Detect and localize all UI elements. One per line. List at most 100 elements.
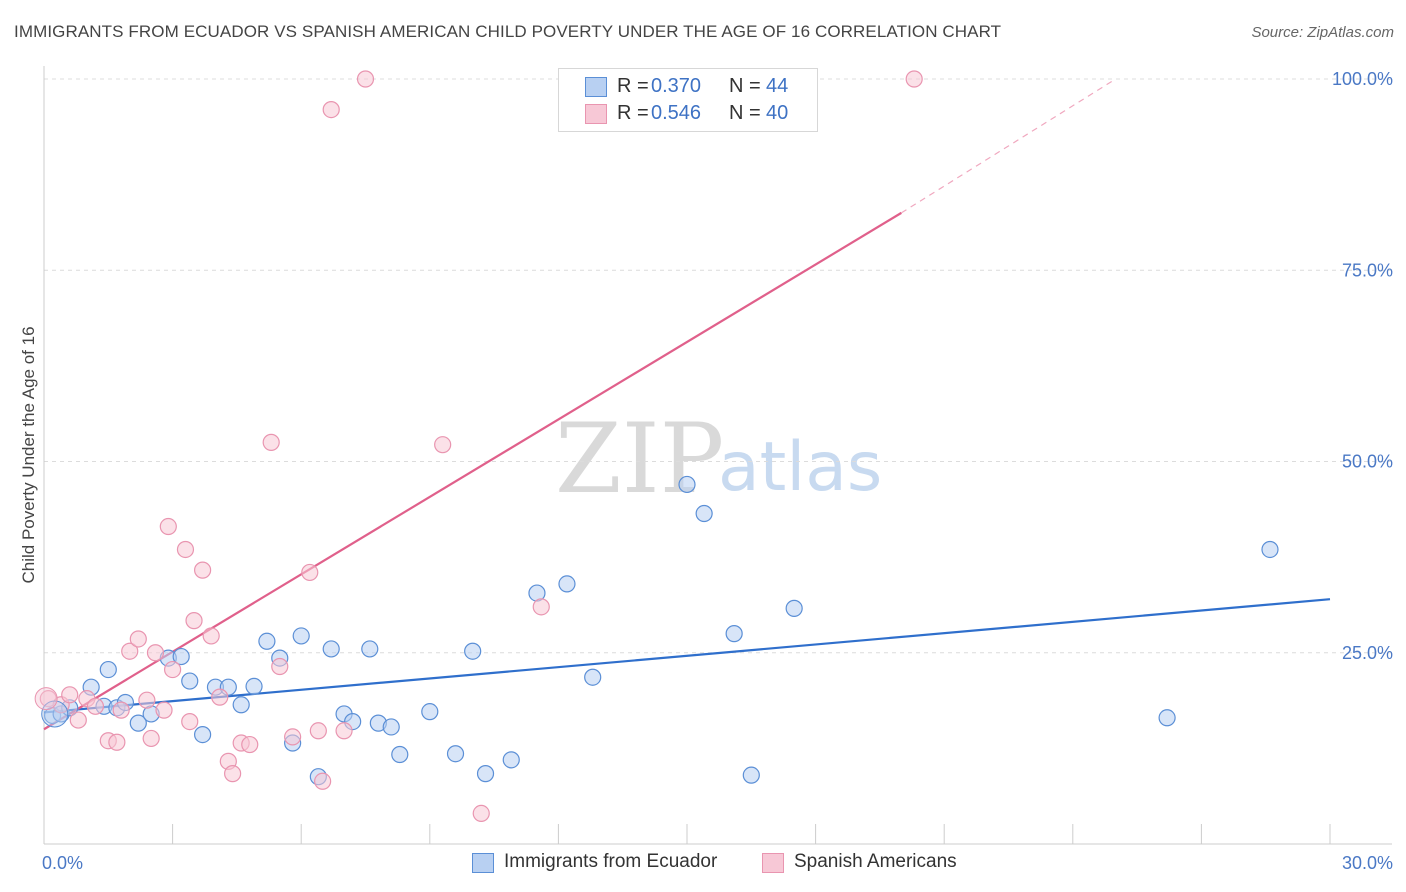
spanish-point (211, 688, 229, 706)
spanish-trend-extension (901, 78, 1116, 214)
ecuador-point (232, 696, 250, 714)
ecuador-point (181, 672, 199, 690)
spanish-point (271, 657, 289, 676)
spanish-trend-line (43, 211, 902, 731)
spanish-point (86, 697, 105, 715)
spanish-point (181, 712, 199, 731)
ecuador-point (292, 627, 310, 645)
ecuador-point (129, 714, 147, 732)
ecuador-point (678, 475, 696, 494)
spanish-point (164, 660, 182, 679)
ecuador-point (558, 575, 576, 593)
legend-row-ecuador: R = 0.370 N = 44 (559, 75, 817, 101)
y-axis-label: Child Poverty Under the Age of 16 (19, 326, 38, 583)
spanish-point (61, 686, 79, 704)
watermark-zip: ZIP (555, 403, 724, 515)
spanish-point (356, 70, 375, 88)
legend-n-value: 40 (766, 102, 789, 124)
spanish-point (434, 436, 452, 454)
y-tick-label: 50.0% (1342, 452, 1393, 472)
legend-row-spanish: R = 0.546 N = 40 (559, 102, 817, 128)
y-tick-label: 25.0% (1342, 643, 1393, 663)
x-tick-label: 0.0% (42, 853, 83, 873)
spanish-point (202, 627, 220, 645)
spanish-point (112, 701, 130, 719)
ecuador-point (476, 765, 495, 783)
spanish-point (532, 598, 550, 616)
spanish-point (335, 722, 353, 740)
chart-title: IMMIGRANTS FROM ECUADOR VS SPANISH AMERI… (14, 22, 1002, 41)
legend-n-value: 44 (766, 75, 789, 97)
data-points (34, 70, 1279, 823)
ecuador-point (99, 660, 117, 679)
spanish-point-cluster (34, 687, 58, 711)
spanish-point (322, 100, 340, 119)
legend-n-label: N = (729, 75, 761, 97)
y-tick-label: 75.0% (1342, 260, 1393, 280)
spanish-point (224, 765, 242, 783)
legend-swatch-pink (585, 104, 607, 124)
spanish-point (176, 540, 195, 559)
spanish-point (159, 517, 177, 536)
spanish-point (129, 630, 147, 648)
ecuador-point (391, 745, 409, 764)
y-tick-label: 100.0% (1332, 69, 1393, 89)
spanish-point (142, 729, 160, 748)
axes (43, 66, 1392, 845)
ecuador-point (584, 668, 602, 686)
spanish-point (121, 642, 139, 660)
grid-lines (44, 78, 1392, 654)
ecuador-point (1158, 709, 1176, 727)
spanish-point (155, 701, 173, 719)
legend-r-label: R = (617, 75, 649, 97)
x-tick-label: 30.0% (1342, 853, 1393, 873)
series-label-ecuador: Immigrants from Ecuador (504, 851, 718, 872)
series-swatch-pink (762, 853, 784, 873)
source-credit: Source: ZipAtlas.com (1251, 24, 1394, 41)
ecuador-point (502, 751, 520, 769)
ecuador-point (361, 640, 379, 658)
ecuador-point (446, 745, 465, 763)
spanish-point (194, 561, 212, 579)
legend-r-value: 0.546 (651, 102, 702, 124)
ecuador-point (742, 766, 760, 784)
legend-r-value: 0.370 (651, 75, 702, 97)
series-swatch-blue (472, 853, 494, 873)
legend-swatch-blue (585, 77, 607, 97)
spanish-point (262, 433, 280, 451)
spanish-point (309, 722, 327, 740)
tick-labels: 25.0% 50.0% 75.0% 100.0% 0.0% 30.0% (42, 69, 1393, 873)
ecuador-point (725, 625, 743, 643)
spanish-point (138, 691, 156, 709)
ecuador-point (194, 726, 212, 744)
spanish-point (241, 735, 259, 754)
legend-n-label: N = (729, 102, 761, 124)
watermark: ZIP atlas (555, 403, 882, 515)
spanish-point (108, 733, 126, 751)
spanish-point (146, 644, 165, 662)
spanish-point (472, 804, 490, 823)
ecuador-point (695, 504, 713, 523)
ecuador-point (322, 640, 340, 658)
spanish-point (301, 563, 319, 582)
ecuador-point (258, 632, 276, 650)
watermark-atlas: atlas (718, 428, 882, 507)
ecuador-point-cluster (41, 700, 69, 728)
ecuador-point (785, 599, 803, 617)
series-label-spanish: Spanish Americans (794, 851, 957, 872)
ecuador-point (1261, 540, 1279, 559)
ecuador-point (172, 647, 190, 666)
ecuador-point (421, 703, 439, 721)
spanish-point (284, 728, 302, 746)
ecuador-trend-line (43, 598, 1331, 714)
ecuador-point (464, 642, 482, 660)
spanish-point (185, 612, 203, 630)
ecuador-point (382, 718, 400, 736)
correlation-legend: R = 0.370 N = 44 R = 0.546 N = 40 (558, 68, 818, 132)
ecuador-point (245, 677, 263, 696)
spanish-point (314, 772, 332, 790)
legend-r-label: R = (617, 102, 649, 124)
spanish-point (69, 711, 87, 729)
spanish-point (905, 70, 923, 88)
